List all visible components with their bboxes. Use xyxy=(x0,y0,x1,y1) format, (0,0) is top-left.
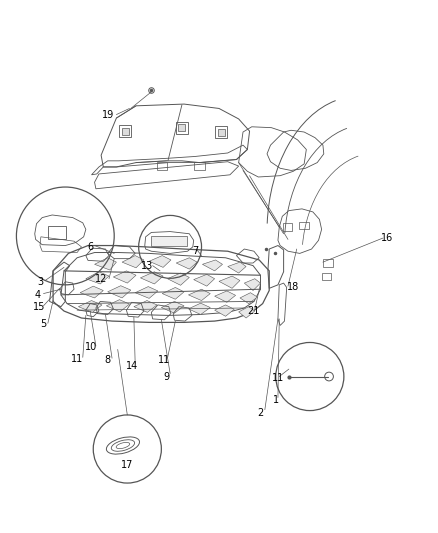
Text: 15: 15 xyxy=(33,302,45,312)
Text: 5: 5 xyxy=(40,319,46,329)
Text: 14: 14 xyxy=(126,361,138,371)
Polygon shape xyxy=(215,305,234,316)
Polygon shape xyxy=(86,272,109,284)
Text: 21: 21 xyxy=(247,306,259,316)
Text: 4: 4 xyxy=(35,290,41,300)
Polygon shape xyxy=(141,272,163,284)
Text: 11: 11 xyxy=(158,356,170,365)
Bar xyxy=(218,128,225,135)
Text: 17: 17 xyxy=(121,460,134,470)
Text: 19: 19 xyxy=(102,110,114,119)
Bar xyxy=(122,128,129,135)
Polygon shape xyxy=(194,274,215,286)
Text: 11: 11 xyxy=(71,354,83,364)
Text: 13: 13 xyxy=(141,261,153,271)
Bar xyxy=(283,223,292,231)
Polygon shape xyxy=(219,276,240,288)
Bar xyxy=(299,222,308,229)
Bar xyxy=(215,126,227,138)
Bar xyxy=(178,124,185,131)
Bar xyxy=(323,259,332,266)
Text: 16: 16 xyxy=(381,233,393,243)
Polygon shape xyxy=(113,271,136,283)
Text: 1: 1 xyxy=(273,394,279,405)
Polygon shape xyxy=(228,262,246,273)
Bar xyxy=(176,122,188,134)
Polygon shape xyxy=(78,301,102,312)
Polygon shape xyxy=(167,273,189,285)
Polygon shape xyxy=(215,291,236,302)
Bar xyxy=(151,236,187,246)
Polygon shape xyxy=(108,286,131,298)
Bar xyxy=(157,161,167,171)
Polygon shape xyxy=(106,300,130,312)
Polygon shape xyxy=(188,289,210,301)
Polygon shape xyxy=(240,293,258,304)
Bar xyxy=(48,227,66,239)
Polygon shape xyxy=(188,303,210,314)
Text: 12: 12 xyxy=(95,274,107,284)
Text: 6: 6 xyxy=(87,242,93,252)
Polygon shape xyxy=(80,286,103,298)
Text: 8: 8 xyxy=(105,356,111,365)
Text: 11: 11 xyxy=(272,373,284,383)
Polygon shape xyxy=(202,260,223,271)
Text: 9: 9 xyxy=(163,372,170,382)
Text: 18: 18 xyxy=(287,282,299,293)
Polygon shape xyxy=(135,287,158,298)
Bar xyxy=(321,272,331,280)
Polygon shape xyxy=(239,306,255,318)
Bar xyxy=(119,125,131,138)
Polygon shape xyxy=(134,301,157,312)
Polygon shape xyxy=(95,258,117,270)
Polygon shape xyxy=(149,256,171,268)
Polygon shape xyxy=(244,279,261,290)
Text: 2: 2 xyxy=(258,408,264,418)
Polygon shape xyxy=(176,258,197,269)
Polygon shape xyxy=(162,287,184,299)
Text: 10: 10 xyxy=(85,342,98,352)
Polygon shape xyxy=(161,302,184,313)
Polygon shape xyxy=(122,256,144,268)
Text: 3: 3 xyxy=(37,277,43,287)
Bar xyxy=(194,161,205,171)
Text: 7: 7 xyxy=(192,246,198,256)
